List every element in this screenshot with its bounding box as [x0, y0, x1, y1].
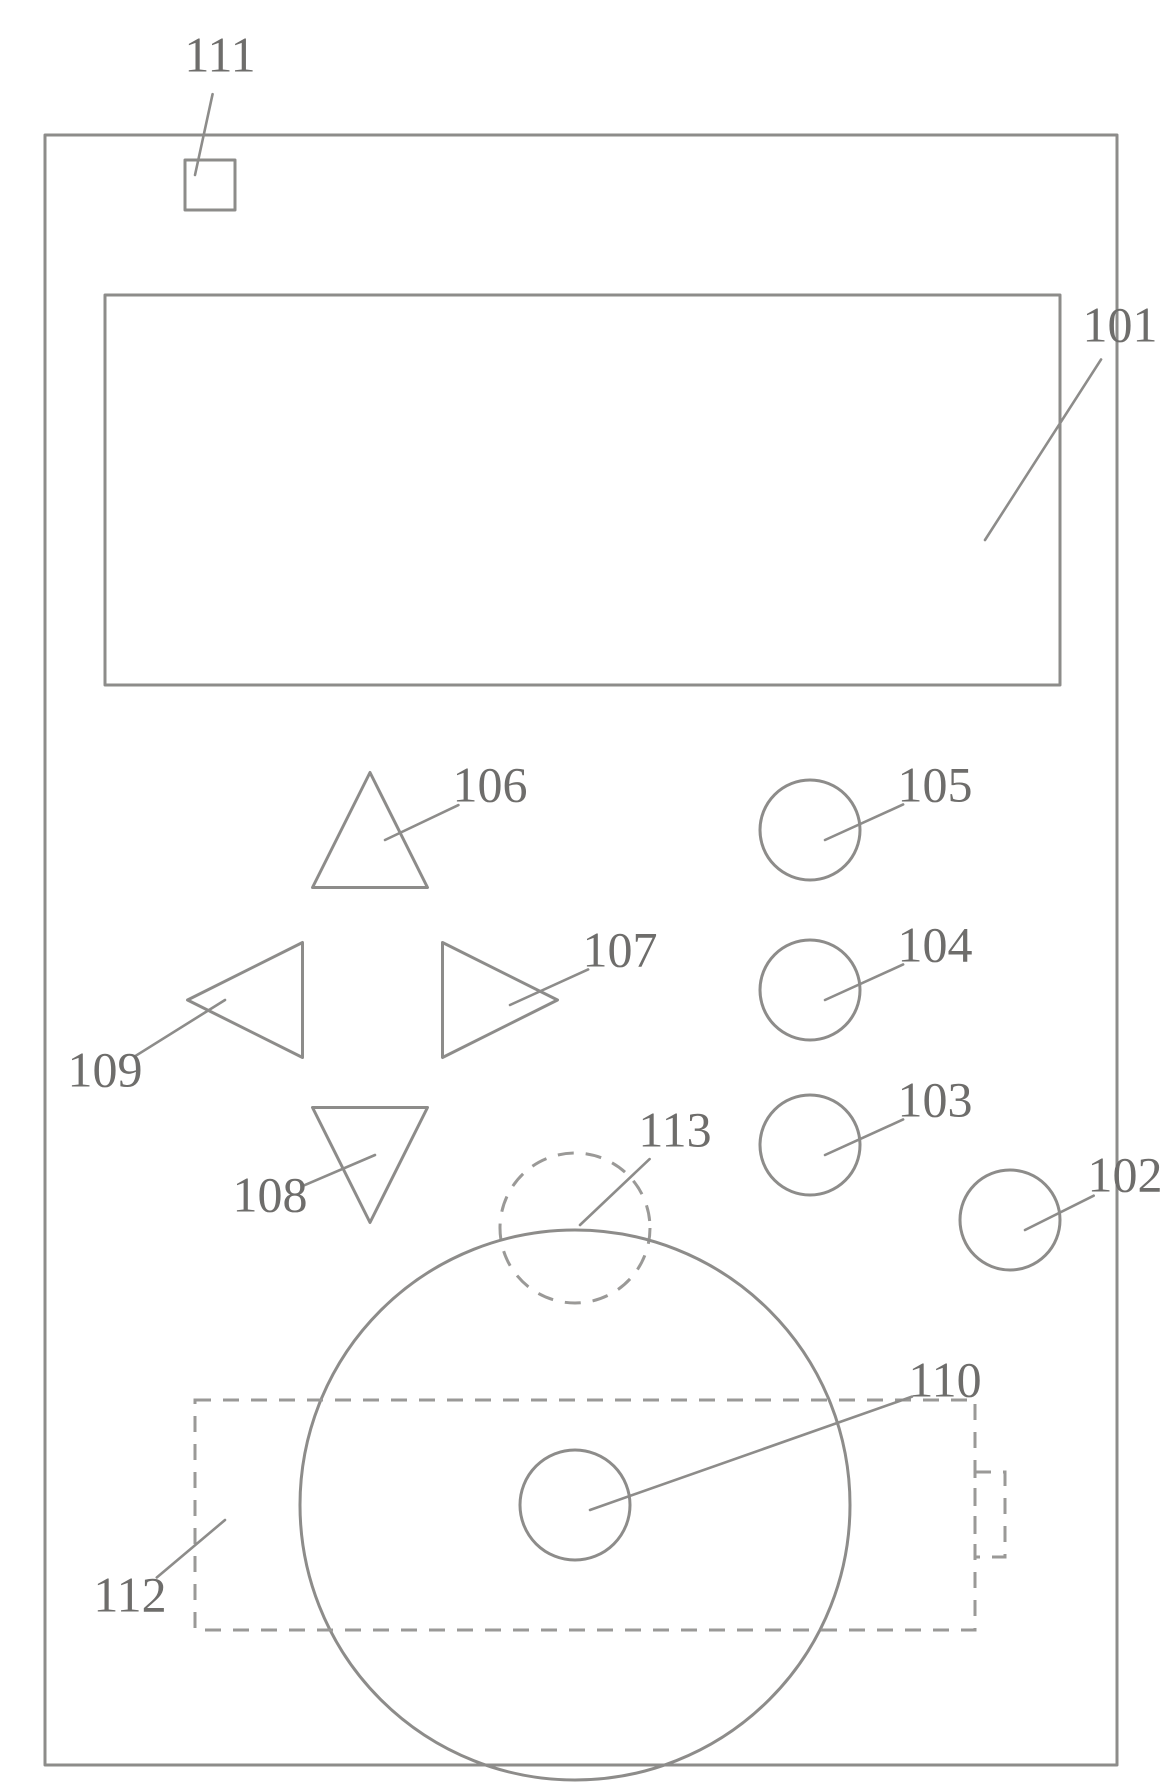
label-107: 107 [583, 921, 658, 977]
arrow-down [313, 1108, 428, 1223]
leader-110 [590, 1397, 912, 1510]
leader-112 [157, 1520, 225, 1577]
indicator-square [185, 160, 235, 210]
label-111: 111 [184, 26, 255, 82]
arrow-left [188, 943, 303, 1058]
leader-103 [825, 1119, 903, 1155]
label-103: 103 [898, 1071, 973, 1127]
dashed-region-112 [195, 1400, 975, 1630]
label-112: 112 [93, 1566, 166, 1622]
label-104: 104 [898, 916, 973, 972]
label-101: 101 [1083, 296, 1158, 352]
label-113: 113 [638, 1101, 711, 1157]
dashed-circle-113 [500, 1153, 650, 1303]
leader-101 [985, 359, 1101, 540]
label-108: 108 [233, 1166, 308, 1222]
leader-105 [825, 804, 903, 840]
dial-center [520, 1450, 630, 1560]
label-102: 102 [1088, 1146, 1163, 1202]
leader-109 [135, 1000, 225, 1056]
dashed-region-112-tab [975, 1472, 1005, 1557]
label-110: 110 [908, 1351, 981, 1407]
label-106: 106 [453, 756, 528, 812]
leader-104 [825, 964, 903, 1000]
arrow-right [443, 943, 558, 1058]
display-screen [105, 295, 1060, 685]
arrow-up [313, 773, 428, 888]
leader-107 [510, 969, 588, 1005]
label-109: 109 [68, 1041, 143, 1097]
label-105: 105 [898, 756, 973, 812]
dial-outer [300, 1230, 850, 1780]
